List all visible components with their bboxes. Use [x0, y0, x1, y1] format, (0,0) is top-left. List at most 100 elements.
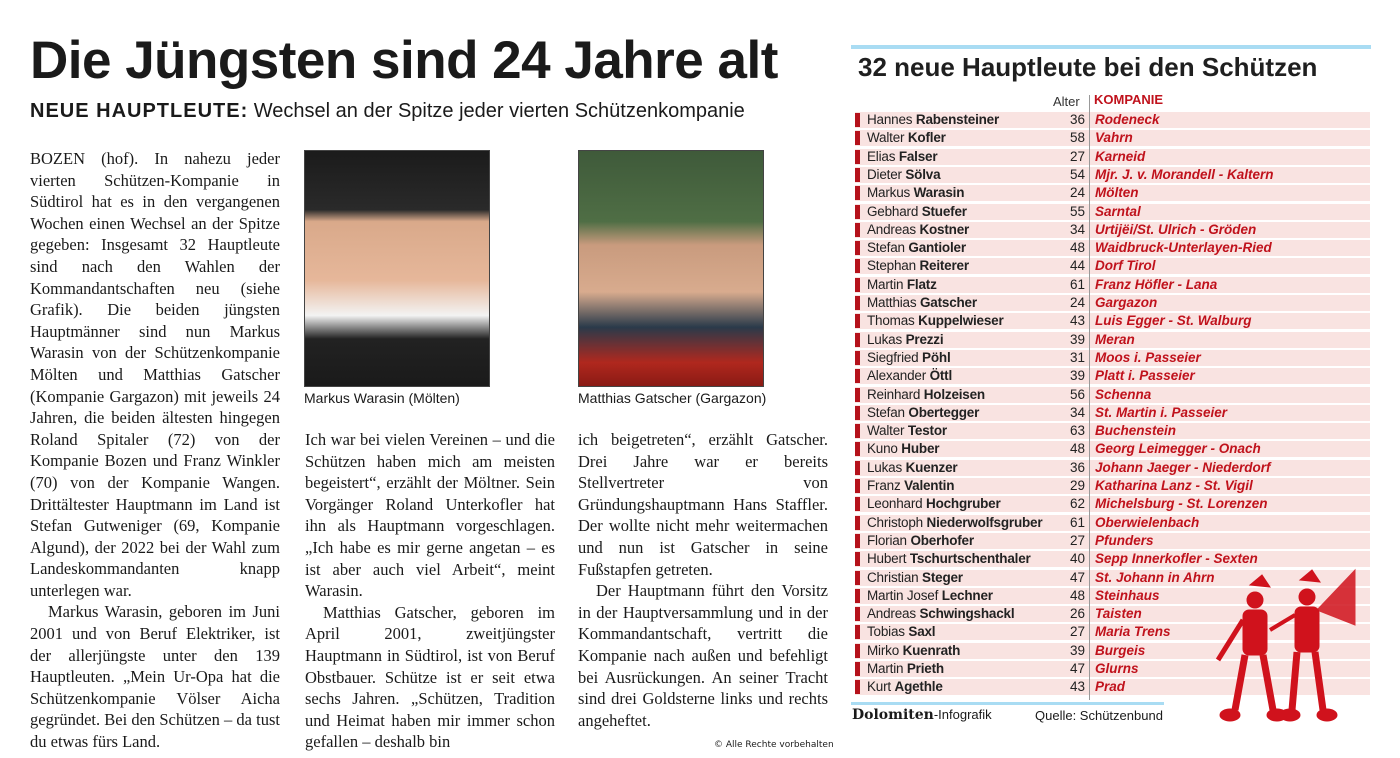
captain-name: Siegfried Pöhl: [867, 350, 951, 366]
last-name: Schwingshackl: [919, 606, 1015, 622]
last-name: Niederwolfsgruber: [926, 514, 1043, 530]
last-name: Steger: [922, 569, 963, 585]
row-marker: [855, 533, 860, 548]
captain-age: 36: [1069, 112, 1085, 127]
first-name: Kuno: [867, 441, 898, 457]
table-row: Florian Oberhofer 27 Pfunders: [855, 532, 1370, 549]
company-name: Sarntal: [1095, 203, 1141, 219]
captain-name: Dieter Sölva: [867, 167, 941, 183]
row-marker: [855, 113, 860, 127]
last-name: Holzeisen: [923, 386, 985, 402]
row-marker: [855, 588, 860, 603]
table-row: Markus Warasin 24 Mölten: [855, 185, 1370, 202]
captain-name: Martin Josef Lechner: [867, 588, 993, 604]
paragraph: Markus Warasin, geboren im Juni 2001 und…: [30, 602, 280, 752]
first-name: Christian: [867, 569, 919, 585]
paragraph: Ich war bei vielen Vereinen – und die Sc…: [305, 430, 555, 601]
captain-name: Martin Flatz: [867, 277, 937, 293]
first-name: Alexander: [867, 368, 926, 384]
captain-age: 48: [1069, 587, 1085, 603]
first-name: Andreas: [867, 606, 916, 622]
row-marker: [855, 552, 860, 567]
captain-age: 55: [1069, 203, 1085, 219]
first-name: Markus: [867, 185, 911, 201]
captain-age: 43: [1069, 313, 1085, 329]
last-name: Hochgruber: [926, 496, 1001, 512]
captain-age: 56: [1069, 386, 1085, 402]
captain-name: Stefan Obertegger: [867, 405, 979, 421]
first-name: Stefan: [867, 404, 905, 420]
subhead-text: Wechsel an der Spitze jeder vierten Schü…: [248, 100, 745, 122]
first-name: Reinhard: [867, 386, 921, 402]
headline: Die Jüngsten sind 24 Jahre alt: [30, 31, 778, 90]
first-name: Hannes: [867, 112, 913, 127]
company-name: Burgeis: [1095, 642, 1146, 658]
row-marker: [855, 424, 860, 439]
table-row: Hubert Tschurtschenthaler 40 Sepp Innerk…: [855, 551, 1370, 568]
company-name: Glurns: [1095, 661, 1139, 676]
captain-age: 40: [1069, 551, 1085, 567]
captain-age: 27: [1069, 532, 1085, 548]
captain-name: Tobias Saxl: [867, 624, 936, 640]
schuetzen-figures-illustration: [1215, 568, 1356, 722]
table-row: Elias Falser 27 Karneid: [855, 148, 1370, 165]
last-name: Testor: [907, 423, 947, 439]
company-name: Vahrn: [1095, 130, 1133, 146]
first-name: Leonhard: [867, 496, 923, 512]
last-name: Reiterer: [919, 258, 969, 274]
photo-markus-warasin: [304, 150, 490, 387]
captain-name: Elias Falser: [867, 148, 938, 165]
paragraph: Matthias Gatscher, geboren im April 2001…: [305, 602, 555, 752]
article-column-3: ich beigetreten“, erzählt Gatscher. Drei…: [578, 429, 828, 731]
last-name: Gantioler: [908, 240, 966, 256]
first-name: Andreas: [867, 221, 916, 237]
company-name: Karneid: [1095, 148, 1146, 164]
subheadline: NEUE HAUPTLEUTE: Wechsel an der Spitze j…: [30, 100, 745, 123]
captain-age: 54: [1069, 166, 1085, 182]
table-row: Andreas Schwingshackl 26 Taisten: [855, 606, 1370, 623]
company-name: Oberwielenbach: [1095, 514, 1200, 530]
row-marker: [855, 515, 860, 530]
table-row: Stefan Gantioler 48 Waidbruck-Unterlayen…: [855, 240, 1370, 257]
last-name: Valentin: [904, 478, 955, 493]
first-name: Franz: [867, 478, 901, 493]
last-name: Falser: [898, 148, 938, 164]
first-name: Hubert: [867, 551, 907, 567]
last-name: Rabensteiner: [915, 112, 1000, 127]
graphic-top-rule: [851, 45, 1371, 49]
captain-name: Leonhard Hochgruber: [867, 496, 1001, 512]
table-row: Franz Valentin 29 Katharina Lanz - St. V…: [855, 478, 1370, 494]
company-name: Moos i. Passeier: [1095, 349, 1201, 365]
captain-name: Andreas Schwingshackl: [867, 606, 1015, 622]
captain-age: 27: [1069, 148, 1085, 164]
first-name: Lukas: [867, 459, 903, 475]
company-name: St. Johann in Ahrn: [1095, 569, 1215, 585]
first-name: Matthias: [867, 295, 917, 310]
captain-name: Andreas Kostner: [867, 222, 969, 238]
first-name: Mirko: [867, 642, 899, 658]
table-row: Matthias Gatscher 24 Gargazon: [855, 295, 1370, 311]
row-marker: [855, 387, 860, 402]
company-name: Maria Trens: [1095, 624, 1171, 640]
row-marker: [855, 131, 860, 146]
last-name: Saxl: [908, 624, 936, 640]
last-name: Stuefer: [921, 203, 967, 219]
company-name: Luis Egger - St. Walburg: [1095, 313, 1252, 329]
company-name: Dorf Tirol: [1095, 258, 1156, 274]
captain-age: 39: [1069, 331, 1085, 347]
row-marker: [855, 662, 860, 676]
row-marker: [855, 277, 860, 292]
captain-age: 39: [1069, 642, 1085, 658]
captain-age: 29: [1069, 478, 1085, 493]
last-name: Kofler: [907, 130, 946, 146]
captain-name: Lukas Prezzi: [867, 332, 944, 348]
company-name: Rodeneck: [1095, 112, 1160, 127]
first-name: Walter: [867, 423, 905, 439]
table-row: Tobias Saxl 27 Maria Trens: [855, 624, 1370, 641]
last-name: Kostner: [919, 221, 970, 237]
first-name: Florian: [867, 532, 907, 548]
row-marker: [855, 497, 860, 512]
company-name: Urtijëi/St. Ulrich - Gröden: [1095, 221, 1257, 237]
copyright-note: © Alle Rechte vorbehalten: [714, 740, 834, 750]
